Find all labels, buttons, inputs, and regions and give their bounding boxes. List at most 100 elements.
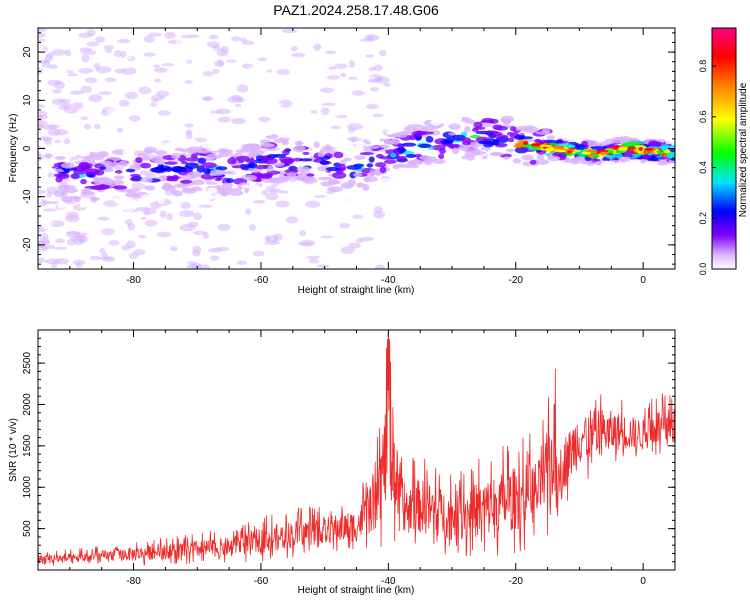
heatmap-cell [262, 143, 275, 148]
heatmap-cell [536, 154, 545, 160]
heatmap-cell [78, 67, 94, 74]
heatmap-cell [339, 222, 351, 229]
heatmap-cell [575, 155, 585, 160]
heatmap-cell [544, 147, 554, 152]
heatmap-cell [89, 255, 102, 261]
heatmap-cell [142, 154, 151, 161]
heatmap-cell [38, 59, 51, 63]
heatmap-cell [148, 32, 163, 37]
heatmap-cell [587, 153, 595, 158]
heatmap-cell [95, 184, 111, 190]
heatmap-cell [255, 164, 269, 170]
heatmap-cell [125, 240, 136, 249]
heatmap-cell [119, 50, 127, 58]
heatmap-cell [641, 154, 652, 160]
heatmap-cell [483, 130, 499, 135]
heatmap-cell [374, 264, 385, 269]
heatmap-cell [140, 216, 147, 220]
heatmap-cell [478, 140, 491, 145]
heatmap-cell [653, 142, 662, 148]
heatmap-cell [306, 173, 315, 177]
heatmap-cell [348, 60, 356, 68]
heatmap-cell [348, 145, 364, 150]
colorbar-ticks: 0.0 0.2 0.4 0.6 0.8 [698, 60, 716, 275]
heatmap-cell [377, 177, 393, 185]
heatmap-cell [149, 167, 166, 173]
heatmap-cell [479, 122, 493, 128]
heatmap-cell [374, 170, 382, 177]
heatmap-cell [451, 147, 460, 155]
heatmap-cell [296, 133, 312, 140]
heatmap-cell [638, 150, 644, 155]
heatmap-cell [198, 204, 213, 208]
heatmap-cell [53, 81, 66, 89]
heatmap-cell [244, 143, 255, 148]
heatmap-cell [638, 146, 644, 151]
heatmap-cell [157, 197, 165, 205]
heatmap-cell [134, 123, 145, 131]
heatmap-cell [474, 155, 484, 162]
heatmap-cell [169, 196, 179, 201]
heatmap-cell [208, 248, 223, 253]
heatmap-cell [112, 196, 120, 202]
heatmap-cell [242, 174, 258, 181]
heatmap-cell [79, 47, 93, 53]
heatmap-cell [584, 151, 591, 155]
heatmap-cell [546, 135, 556, 140]
heatmap-cell [45, 220, 54, 227]
heatmap-cell [150, 156, 164, 163]
heatmap-cell [467, 112, 480, 120]
heatmap-cell [299, 239, 316, 247]
line-chart-x-tick-label: -40 [381, 576, 396, 587]
heatmap-cell [473, 121, 483, 128]
line-chart-x-tick-label: -80 [126, 576, 141, 587]
heatmap-cell [38, 32, 47, 38]
heatmap-cell [86, 168, 100, 175]
heatmap-cell [252, 250, 265, 257]
heatmap-cell [281, 28, 298, 34]
heatmap-cell [113, 185, 128, 190]
heatmap-cell [359, 152, 375, 156]
heatmap-cell [60, 178, 71, 182]
heatmap-cell [366, 163, 374, 168]
heatmap-cell [359, 38, 372, 42]
heatmap-cell [357, 135, 373, 140]
heatmap-cell [185, 131, 193, 140]
heatmap-cell [95, 36, 106, 43]
heatmap-cell [568, 136, 578, 143]
heatmap-cell [323, 216, 332, 225]
heatmap-cell [114, 50, 122, 58]
heatmap-cell [164, 161, 178, 165]
heatmap-cell [93, 177, 108, 185]
heatmap-cell [599, 151, 609, 156]
heatmap-cell [379, 49, 387, 57]
heatmap-cell [110, 113, 124, 118]
heatmap-cell [141, 194, 153, 202]
heatmap-cell [507, 137, 515, 143]
heatmap-cell [351, 194, 368, 199]
heatmap-cell [656, 150, 662, 154]
heatmap-cell [326, 75, 340, 80]
heatmap-cell [402, 142, 417, 147]
heatmap-cell [166, 213, 174, 221]
heatmap-cell [541, 128, 551, 134]
heatmap-cell [38, 141, 43, 146]
heatmap-cell [174, 167, 188, 172]
heatmap-cell [509, 126, 517, 132]
heatmap-cell [379, 166, 387, 174]
heatmap-cell [302, 151, 310, 155]
heatmap-cell [130, 173, 141, 178]
heatmap-cell [191, 153, 198, 159]
heatmap-cell [42, 208, 58, 212]
heatmap-cell [272, 162, 285, 167]
heatmap-cell [79, 202, 88, 208]
heatmap-cell [161, 63, 175, 67]
heatmap-cell [60, 191, 68, 196]
heatmap-cell [529, 159, 537, 165]
line-chart-y-tick-label: 500 [22, 520, 33, 537]
heatmap-cell [282, 181, 293, 186]
heatmap-cell [375, 244, 390, 249]
heatmap-x-axis-label: Height of straight line (km) [298, 285, 415, 296]
heatmap-cell [199, 256, 207, 262]
